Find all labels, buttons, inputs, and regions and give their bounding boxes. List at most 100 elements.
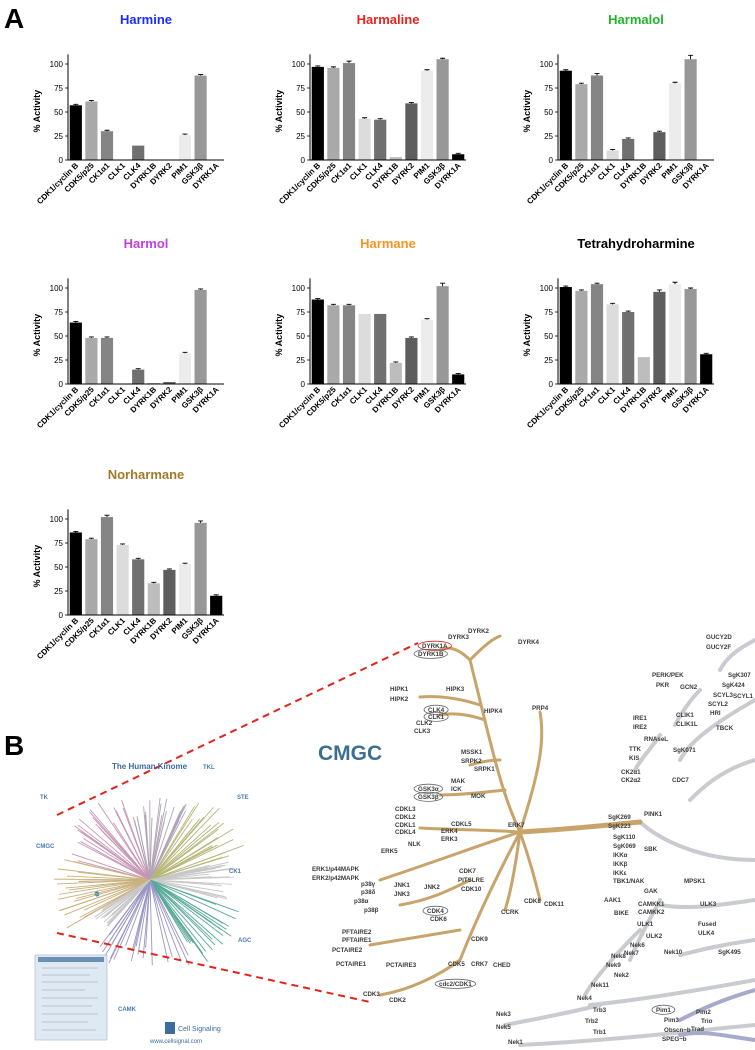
y-tick-label: 25 [296,356,305,365]
bar [374,313,387,384]
kinase-label: Nek4 [577,995,592,1002]
error-bar [408,336,414,338]
kinase-label: CDK10 [461,886,482,893]
kinase-label: CDKL5 [451,821,472,828]
bar [69,105,82,160]
kinase-label: HIPK2 [390,696,409,703]
legend-box [34,954,108,1041]
kinase-highlight [434,978,477,989]
kinase-label: HIPK3 [446,686,465,693]
y-tick-label: 75 [54,308,63,317]
error-bar [315,65,321,67]
error-bar [151,581,157,584]
y-axis-label: % Activity [522,90,532,133]
kinase-label: CHED [493,962,511,969]
y-tick-label: 100 [540,284,554,293]
bar [311,66,324,160]
kinase-highlight [423,711,449,722]
overview-branch [137,879,151,955]
kinase-label: SgK269 [608,814,631,821]
kinase-label: MOK [471,793,486,800]
kinase-label: Pim2 [696,1009,711,1016]
kinase-label: Nek5 [496,1024,511,1031]
kinase-label: Obscn~b [664,1027,691,1034]
error-bar [610,148,616,151]
overview-branch [149,856,223,881]
kinase-label: CDK6 [430,916,447,923]
kinase-label: p38δ [361,889,376,896]
y-tick-label: 25 [296,132,305,141]
error-bar [73,321,79,323]
kinase-label: MAK [451,778,466,785]
kinase-label: SgK307 [728,672,751,679]
kinase-label: JNK1 [394,882,410,889]
error-bar [440,57,446,60]
error-bar [377,118,383,120]
kinase-label: PRP4 [532,705,549,712]
bar [389,157,402,160]
error-bar [120,543,126,545]
error-bar [104,129,110,132]
bar [132,145,145,160]
error-bar [346,303,352,306]
bar [559,287,572,384]
chart-title: Harmaline [357,12,420,27]
axes [557,54,714,161]
kinase-label: ULK1 [637,921,654,928]
kinase-label: PCTAIRE2 [332,947,363,954]
bar [606,304,619,384]
kinase-label: CLIK1 [676,712,694,719]
y-tick-label: 75 [54,539,63,548]
error-bar [315,298,321,300]
y-tick-label: 100 [292,284,306,293]
bar [85,539,98,615]
error-bar [88,100,94,102]
kinase-label: HIPK1 [390,686,409,693]
kinase-label: CLK4 [428,707,445,714]
bar [116,544,129,615]
kinase-highlight [422,905,449,916]
kinase-label: GSK3β [418,794,439,801]
overview-branch [111,879,151,945]
kinase-label: PCTAIRE1 [336,961,367,968]
bar [653,291,666,384]
error-bar [424,69,430,71]
error-bar [135,368,141,370]
y-tick-label: 75 [296,84,305,93]
cmgc-branches [368,634,643,997]
error-bar [408,101,414,104]
overview-branch [103,879,151,911]
bar [69,532,82,615]
group-label: STE [237,795,249,801]
kinase-label: RNAseL [644,736,668,743]
overview-branch [149,879,222,886]
bar [389,362,402,384]
error-bar [135,557,141,560]
y-tick-label: 75 [296,308,305,317]
error-bar [594,282,600,285]
kinase-label: CDK2 [389,997,406,1004]
overview-branch [73,861,151,881]
bar [420,70,434,160]
kinase-label: Trad [691,1026,704,1033]
bar [374,119,387,160]
kinase-label: Fused [698,921,716,928]
kinase-label: Nek7 [624,950,639,957]
kinase-label: CLIK1L [676,721,698,728]
error-bar [104,336,110,338]
kinase-label: CDK9 [471,936,488,943]
group-label: CAMK [118,1007,137,1013]
kinase-label: GSK3α [418,786,439,793]
bar [653,132,666,160]
kinase-label: CDK7 [459,868,476,875]
overview-branch [113,807,151,881]
bar [178,353,192,384]
kinase-label: IKKβ [613,861,628,868]
logo-icon [165,1022,175,1034]
error-bar [213,594,219,596]
y-axis-label: % Activity [32,545,42,588]
kinase-label: SgK071 [673,747,696,754]
error-bar [198,288,204,290]
